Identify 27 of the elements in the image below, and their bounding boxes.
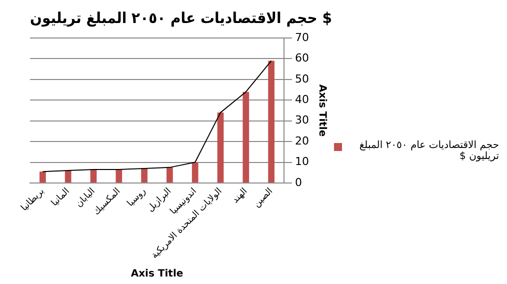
x-axis-title: Axis Title [130, 268, 184, 280]
y-tick-label: 30 [295, 114, 310, 127]
y-axis-title: Axis Title [316, 84, 328, 137]
bar [242, 92, 250, 182]
x-tick-label: الهند [230, 186, 250, 206]
legend-label: حجم الاقتصاديات عام ٢٠٥٠ المبلغ تريليون $ [358, 140, 499, 162]
x-tick-label: المانيا [50, 186, 72, 209]
y-tick-label: 40 [295, 92, 310, 106]
y-tick-label: 50 [295, 72, 310, 86]
x-tick-label: روسيا [126, 186, 148, 209]
y-tick-label: 70 [295, 30, 310, 44]
y-tick-label: 0 [295, 176, 302, 189]
bar [141, 168, 148, 182]
bar [268, 60, 274, 182]
y-tick-label: 20 [295, 134, 310, 148]
bar [192, 162, 198, 182]
bar [90, 170, 97, 182]
bar [166, 167, 173, 182]
x-tick-label: بريطانيا [20, 186, 46, 214]
y-tick-label: 10 [295, 155, 310, 168]
y-tick-label: 60 [295, 52, 310, 65]
x-tick-label: الصين [252, 186, 276, 210]
bar [116, 170, 122, 182]
bar [64, 170, 72, 182]
bar [217, 112, 224, 182]
chart-title: حجم الاقتصاديات عام ٢٠٥٠ المبلغ تريليون $ [30, 10, 332, 28]
bar [40, 172, 46, 182]
